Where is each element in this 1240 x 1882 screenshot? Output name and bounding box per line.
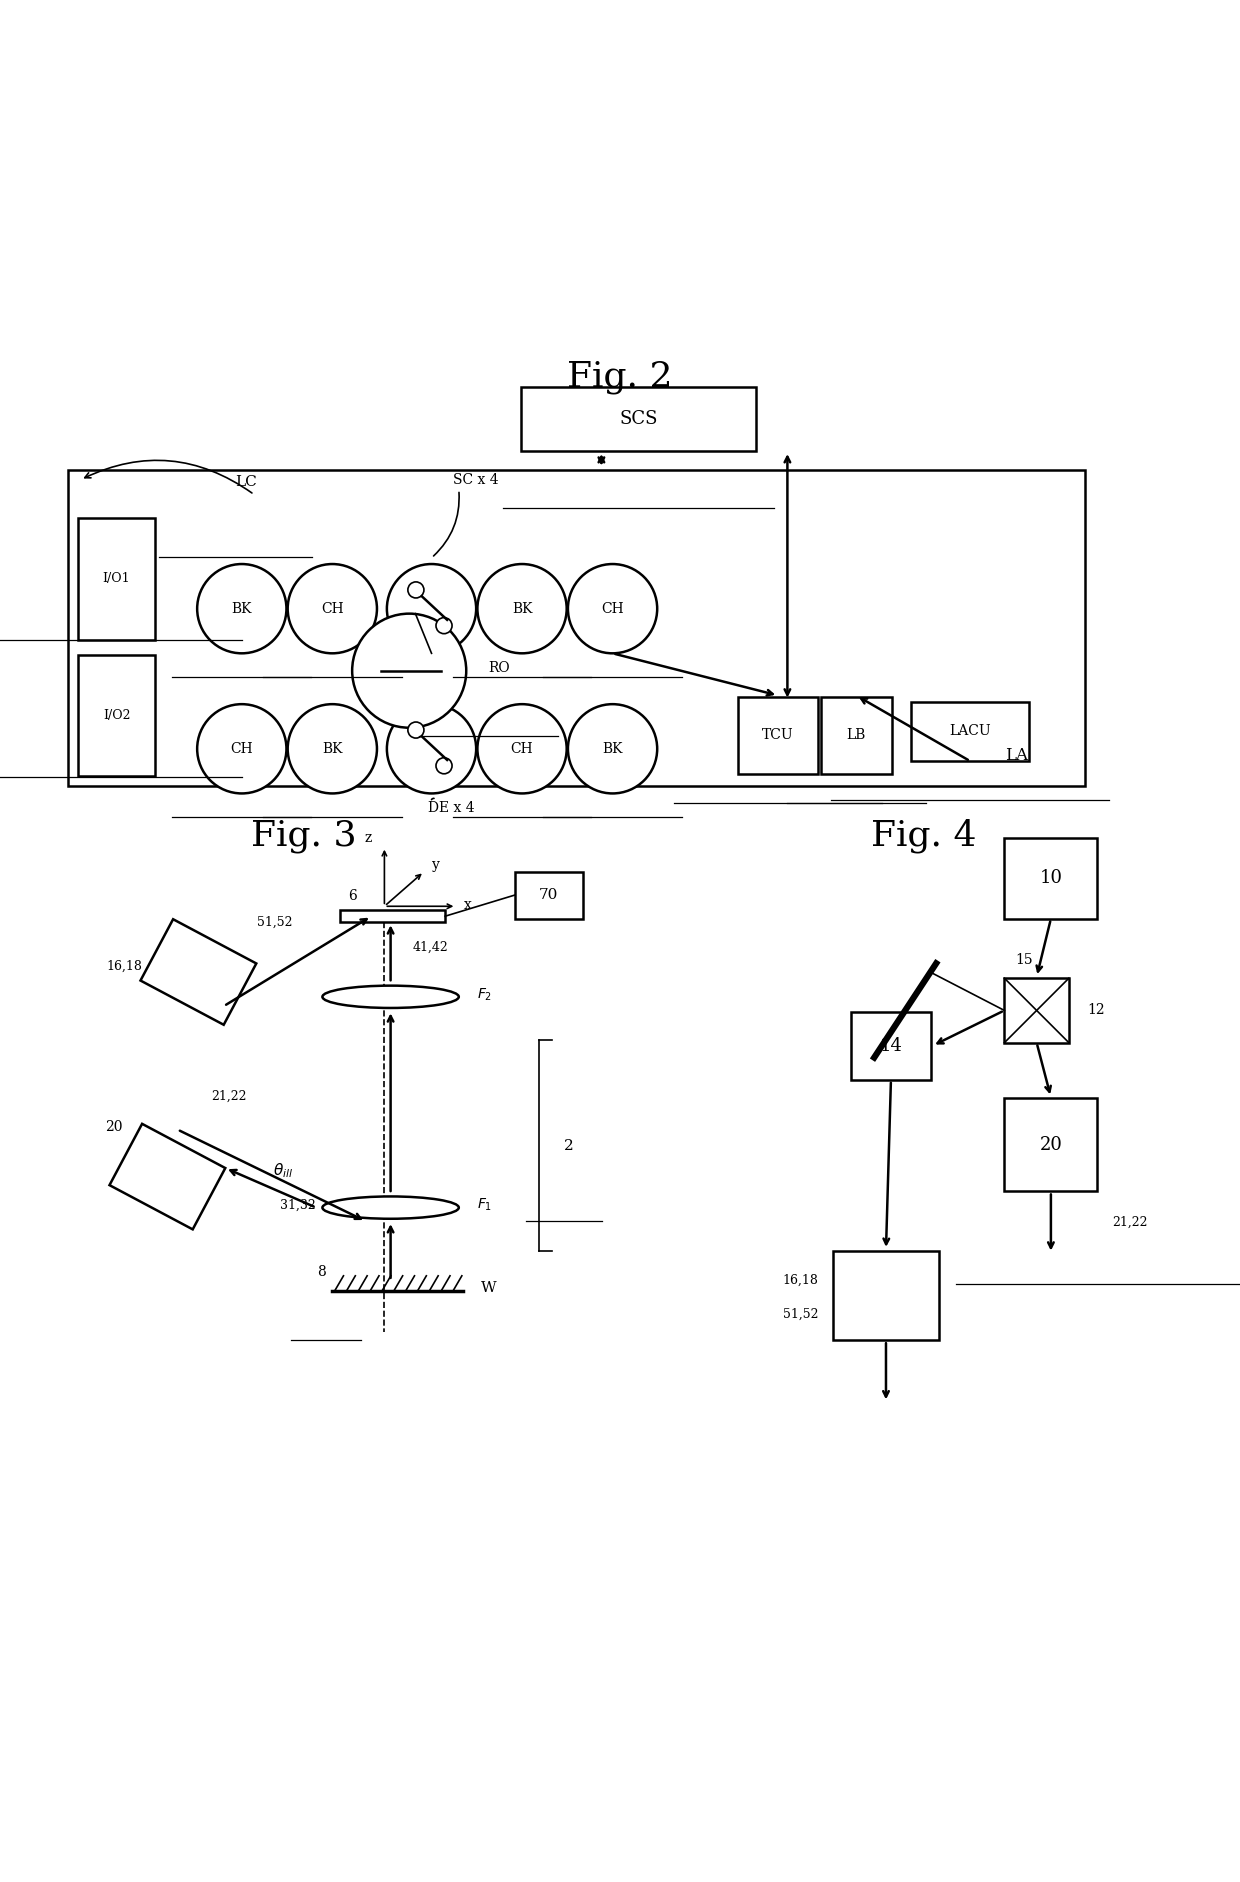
Text: 14: 14	[879, 1037, 903, 1054]
Circle shape	[436, 617, 453, 634]
Text: Fig. 2: Fig. 2	[567, 359, 673, 393]
Text: LA: LA	[1006, 747, 1028, 764]
Text: 51,52: 51,52	[257, 917, 293, 930]
Text: SC x 4: SC x 4	[453, 472, 498, 487]
Text: LACU: LACU	[950, 725, 991, 738]
Text: 31,32: 31,32	[280, 1199, 316, 1212]
Circle shape	[408, 582, 424, 598]
Text: CH: CH	[321, 602, 343, 615]
Text: RO: RO	[489, 661, 510, 676]
Text: DE x 4: DE x 4	[428, 802, 475, 815]
Text: Fig. 4: Fig. 4	[870, 819, 977, 853]
Text: z: z	[365, 832, 372, 845]
Ellipse shape	[322, 986, 459, 1009]
Text: 10: 10	[1039, 869, 1063, 888]
Text: LC: LC	[236, 474, 258, 489]
Bar	[68, 470, 1085, 787]
Text: BK: BK	[322, 742, 342, 757]
Text: I/O2: I/O2	[103, 710, 130, 723]
Text: CH: CH	[601, 602, 624, 615]
Text: 16,18: 16,18	[782, 1274, 818, 1287]
Text: 51,52: 51,52	[782, 1308, 818, 1321]
Bar	[1004, 837, 1097, 918]
Bar	[821, 696, 892, 774]
Circle shape	[436, 758, 453, 774]
Text: $F_2$: $F_2$	[477, 986, 492, 1003]
Circle shape	[568, 704, 657, 794]
Polygon shape	[140, 918, 257, 1026]
Text: CH: CH	[231, 742, 253, 757]
Text: y: y	[432, 858, 439, 873]
Bar	[738, 696, 818, 774]
Circle shape	[568, 565, 657, 653]
Text: LB: LB	[847, 728, 866, 742]
Polygon shape	[109, 1124, 226, 1229]
Bar	[340, 911, 445, 922]
Bar	[911, 702, 1029, 760]
Text: I/O1: I/O1	[103, 572, 130, 585]
Bar	[1004, 1099, 1097, 1191]
Text: $F_1$: $F_1$	[477, 1197, 492, 1214]
Bar	[521, 386, 756, 452]
Text: 20: 20	[1039, 1137, 1063, 1154]
Circle shape	[197, 565, 286, 653]
Text: 2: 2	[564, 1139, 574, 1152]
Text: Fig. 3: Fig. 3	[250, 819, 357, 853]
Text: 20: 20	[105, 1120, 123, 1135]
Text: BK: BK	[603, 742, 622, 757]
Bar	[833, 1252, 939, 1340]
Bar	[78, 655, 155, 775]
Circle shape	[387, 565, 476, 653]
Text: x: x	[464, 898, 471, 913]
Bar	[78, 518, 155, 640]
Text: 6: 6	[348, 890, 357, 903]
Circle shape	[387, 704, 476, 794]
Circle shape	[477, 704, 567, 794]
Text: 70: 70	[539, 888, 558, 901]
Text: 21,22: 21,22	[1112, 1216, 1148, 1229]
Text: 16,18: 16,18	[107, 960, 143, 973]
Circle shape	[197, 704, 286, 794]
Bar	[851, 1013, 931, 1080]
Circle shape	[288, 565, 377, 653]
Text: TCU: TCU	[763, 728, 794, 742]
Text: SCS: SCS	[619, 410, 658, 427]
Circle shape	[352, 614, 466, 728]
Text: $\theta_{ill}$: $\theta_{ill}$	[273, 1161, 293, 1180]
Ellipse shape	[322, 1197, 459, 1220]
Text: 12: 12	[1087, 1003, 1105, 1018]
Text: BK: BK	[232, 602, 252, 615]
Bar	[515, 871, 583, 918]
Circle shape	[288, 704, 377, 794]
Text: BK: BK	[512, 602, 532, 615]
Text: 8: 8	[317, 1265, 326, 1280]
Text: 15: 15	[1016, 952, 1033, 967]
Circle shape	[477, 565, 567, 653]
Circle shape	[408, 723, 424, 738]
Text: W: W	[481, 1282, 497, 1295]
Text: 41,42: 41,42	[413, 941, 449, 954]
Bar	[1004, 979, 1069, 1043]
Text: 21,22: 21,22	[211, 1090, 247, 1103]
Text: CH: CH	[511, 742, 533, 757]
